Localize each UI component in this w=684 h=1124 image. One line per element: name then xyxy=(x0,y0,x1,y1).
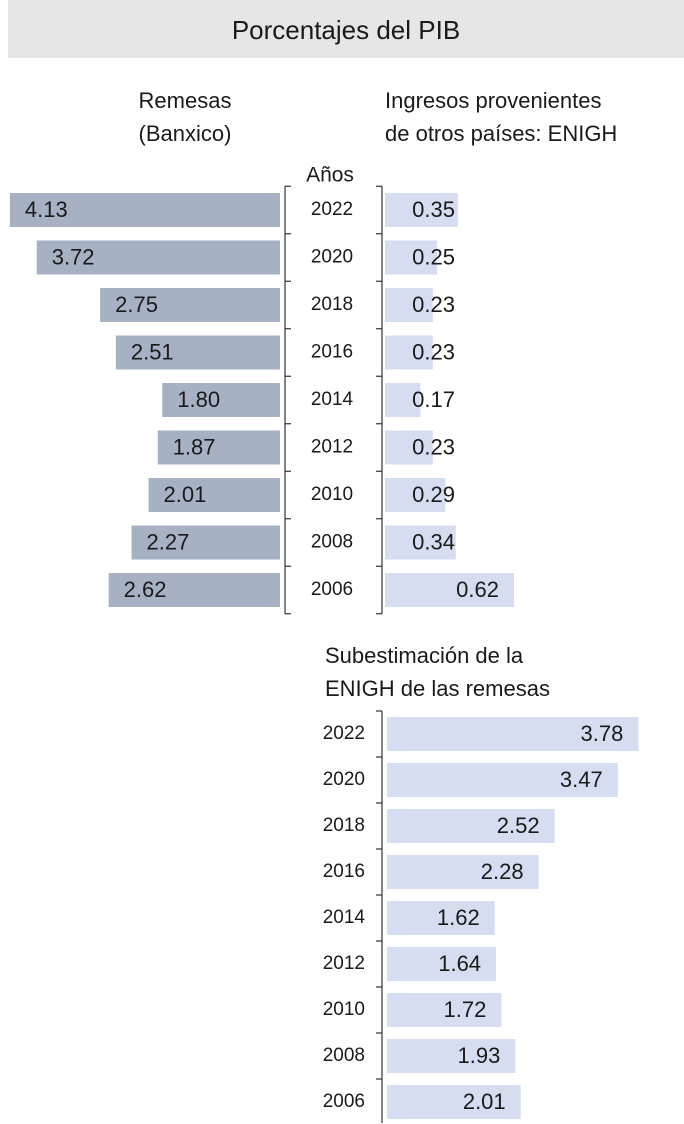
data-label: 0.23 xyxy=(412,434,455,459)
bar xyxy=(385,430,433,465)
y-tick-label: 2012 xyxy=(311,437,353,458)
bar xyxy=(385,383,421,417)
bar xyxy=(387,1039,516,1073)
chart-title: Porcentajes del PIB xyxy=(232,15,460,45)
data-label: 0.23 xyxy=(412,292,455,317)
data-label: 0.23 xyxy=(412,339,455,364)
bar xyxy=(108,573,280,607)
bar xyxy=(387,717,639,751)
data-label: 2.62 xyxy=(124,577,167,602)
bar xyxy=(385,525,456,560)
data-label: 3.72 xyxy=(52,244,95,269)
bar xyxy=(387,993,502,1027)
y-tick-label: 2022 xyxy=(311,199,353,220)
data-label: 0.35 xyxy=(412,197,455,222)
bar xyxy=(148,478,280,512)
bar xyxy=(387,809,555,843)
y-tick-label: 2016 xyxy=(311,342,353,363)
axis-label: Años xyxy=(306,164,354,187)
y-tick-label: 2022 xyxy=(323,723,365,744)
bar xyxy=(387,855,539,889)
y-tick-label: 2018 xyxy=(323,815,365,836)
data-label: 0.62 xyxy=(456,577,499,602)
bar xyxy=(36,240,280,275)
y-tick-label: 2016 xyxy=(323,861,365,882)
bar xyxy=(387,947,497,981)
bar xyxy=(385,573,514,607)
data-label: 1.64 xyxy=(438,951,481,976)
bar xyxy=(9,193,280,227)
y-tick-label: 2020 xyxy=(323,769,365,790)
bar xyxy=(162,383,280,417)
y-tick-label: 2014 xyxy=(311,389,354,410)
header-band xyxy=(8,0,684,58)
bar xyxy=(387,1085,521,1119)
bar xyxy=(385,478,446,512)
data-label: 1.62 xyxy=(437,905,480,930)
bar xyxy=(131,525,280,560)
bar xyxy=(385,193,458,227)
bar xyxy=(385,288,433,322)
y-tick-label: 2012 xyxy=(323,953,365,974)
bar xyxy=(385,335,433,370)
data-label: 2.28 xyxy=(481,859,524,884)
chart-subtitle: de otros países: ENIGH xyxy=(385,121,617,146)
y-tick-label: 2006 xyxy=(311,579,353,600)
chart-subtitle: Ingresos provenientes xyxy=(385,88,601,113)
bar xyxy=(100,288,281,322)
y-tick-label: 2008 xyxy=(311,532,353,553)
data-label: 0.34 xyxy=(412,529,455,554)
data-label: 1.72 xyxy=(444,997,487,1022)
data-label: 0.17 xyxy=(412,387,455,412)
y-tick-label: 2010 xyxy=(311,484,353,505)
data-label: 0.29 xyxy=(412,482,455,507)
data-label: 2.75 xyxy=(115,292,158,317)
data-label: 2.51 xyxy=(131,339,174,364)
data-label: 4.13 xyxy=(25,197,68,222)
bar xyxy=(387,901,495,935)
data-label: 2.27 xyxy=(147,529,190,554)
chart-subtitle: Subestimación de la xyxy=(325,643,524,668)
data-label: 3.47 xyxy=(560,767,603,792)
y-tick-label: 2006 xyxy=(323,1091,365,1112)
data-label: 1.87 xyxy=(173,434,216,459)
y-tick-label: 2020 xyxy=(311,247,353,268)
bar xyxy=(115,335,280,370)
y-tick-label: 2014 xyxy=(323,907,366,928)
y-tick-label: 2018 xyxy=(311,294,353,315)
data-label: 0.25 xyxy=(412,244,455,269)
data-label: 3.78 xyxy=(581,721,624,746)
y-tick-label: 2010 xyxy=(323,999,365,1020)
data-label: 2.01 xyxy=(164,482,207,507)
data-label: 2.01 xyxy=(463,1089,506,1114)
chart-subtitle: ENIGH de las remesas xyxy=(325,676,550,701)
bar xyxy=(157,430,280,465)
y-tick-label: 2008 xyxy=(323,1045,365,1066)
data-label: 1.80 xyxy=(177,387,220,412)
chart-subtitle: Remesas xyxy=(139,88,232,113)
data-label: 2.52 xyxy=(497,813,540,838)
chart-subtitle: (Banxico) xyxy=(139,121,232,146)
data-label: 1.93 xyxy=(458,1043,501,1068)
bar xyxy=(385,240,437,275)
bar xyxy=(387,763,618,797)
